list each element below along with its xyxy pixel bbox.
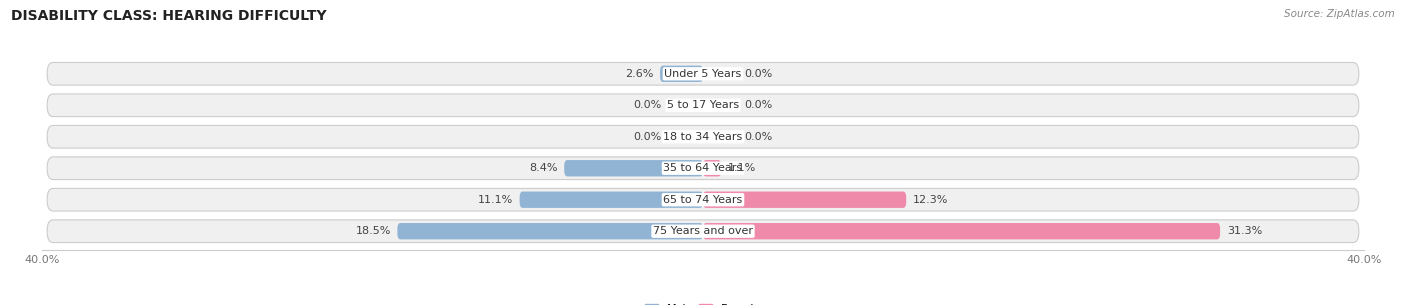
FancyBboxPatch shape [48,63,1358,85]
Text: 35 to 64 Years: 35 to 64 Years [664,163,742,173]
Text: 0.0%: 0.0% [744,132,772,142]
FancyBboxPatch shape [564,160,703,176]
Text: 11.1%: 11.1% [478,195,513,205]
FancyBboxPatch shape [48,125,1358,148]
FancyBboxPatch shape [398,223,703,239]
FancyBboxPatch shape [659,66,703,82]
FancyBboxPatch shape [703,160,721,176]
FancyBboxPatch shape [48,220,1358,242]
Text: 75 Years and over: 75 Years and over [652,226,754,236]
Text: 0.0%: 0.0% [634,100,662,110]
FancyBboxPatch shape [520,192,703,208]
Text: DISABILITY CLASS: HEARING DIFFICULTY: DISABILITY CLASS: HEARING DIFFICULTY [11,9,326,23]
Text: 65 to 74 Years: 65 to 74 Years [664,195,742,205]
Text: 0.0%: 0.0% [744,69,772,79]
FancyBboxPatch shape [48,157,1358,180]
Text: 5 to 17 Years: 5 to 17 Years [666,100,740,110]
Text: 1.1%: 1.1% [728,163,756,173]
Text: 31.3%: 31.3% [1226,226,1263,236]
Text: 18 to 34 Years: 18 to 34 Years [664,132,742,142]
FancyBboxPatch shape [48,94,1358,117]
Text: 2.6%: 2.6% [626,69,654,79]
FancyBboxPatch shape [703,192,907,208]
Legend: Male, Female: Male, Female [640,300,766,305]
Text: 18.5%: 18.5% [356,226,391,236]
Text: 0.0%: 0.0% [634,132,662,142]
Text: Source: ZipAtlas.com: Source: ZipAtlas.com [1284,9,1395,19]
FancyBboxPatch shape [48,188,1358,211]
Text: 12.3%: 12.3% [912,195,948,205]
Text: 8.4%: 8.4% [529,163,558,173]
Text: 0.0%: 0.0% [744,100,772,110]
FancyBboxPatch shape [703,223,1220,239]
Text: Under 5 Years: Under 5 Years [665,69,741,79]
